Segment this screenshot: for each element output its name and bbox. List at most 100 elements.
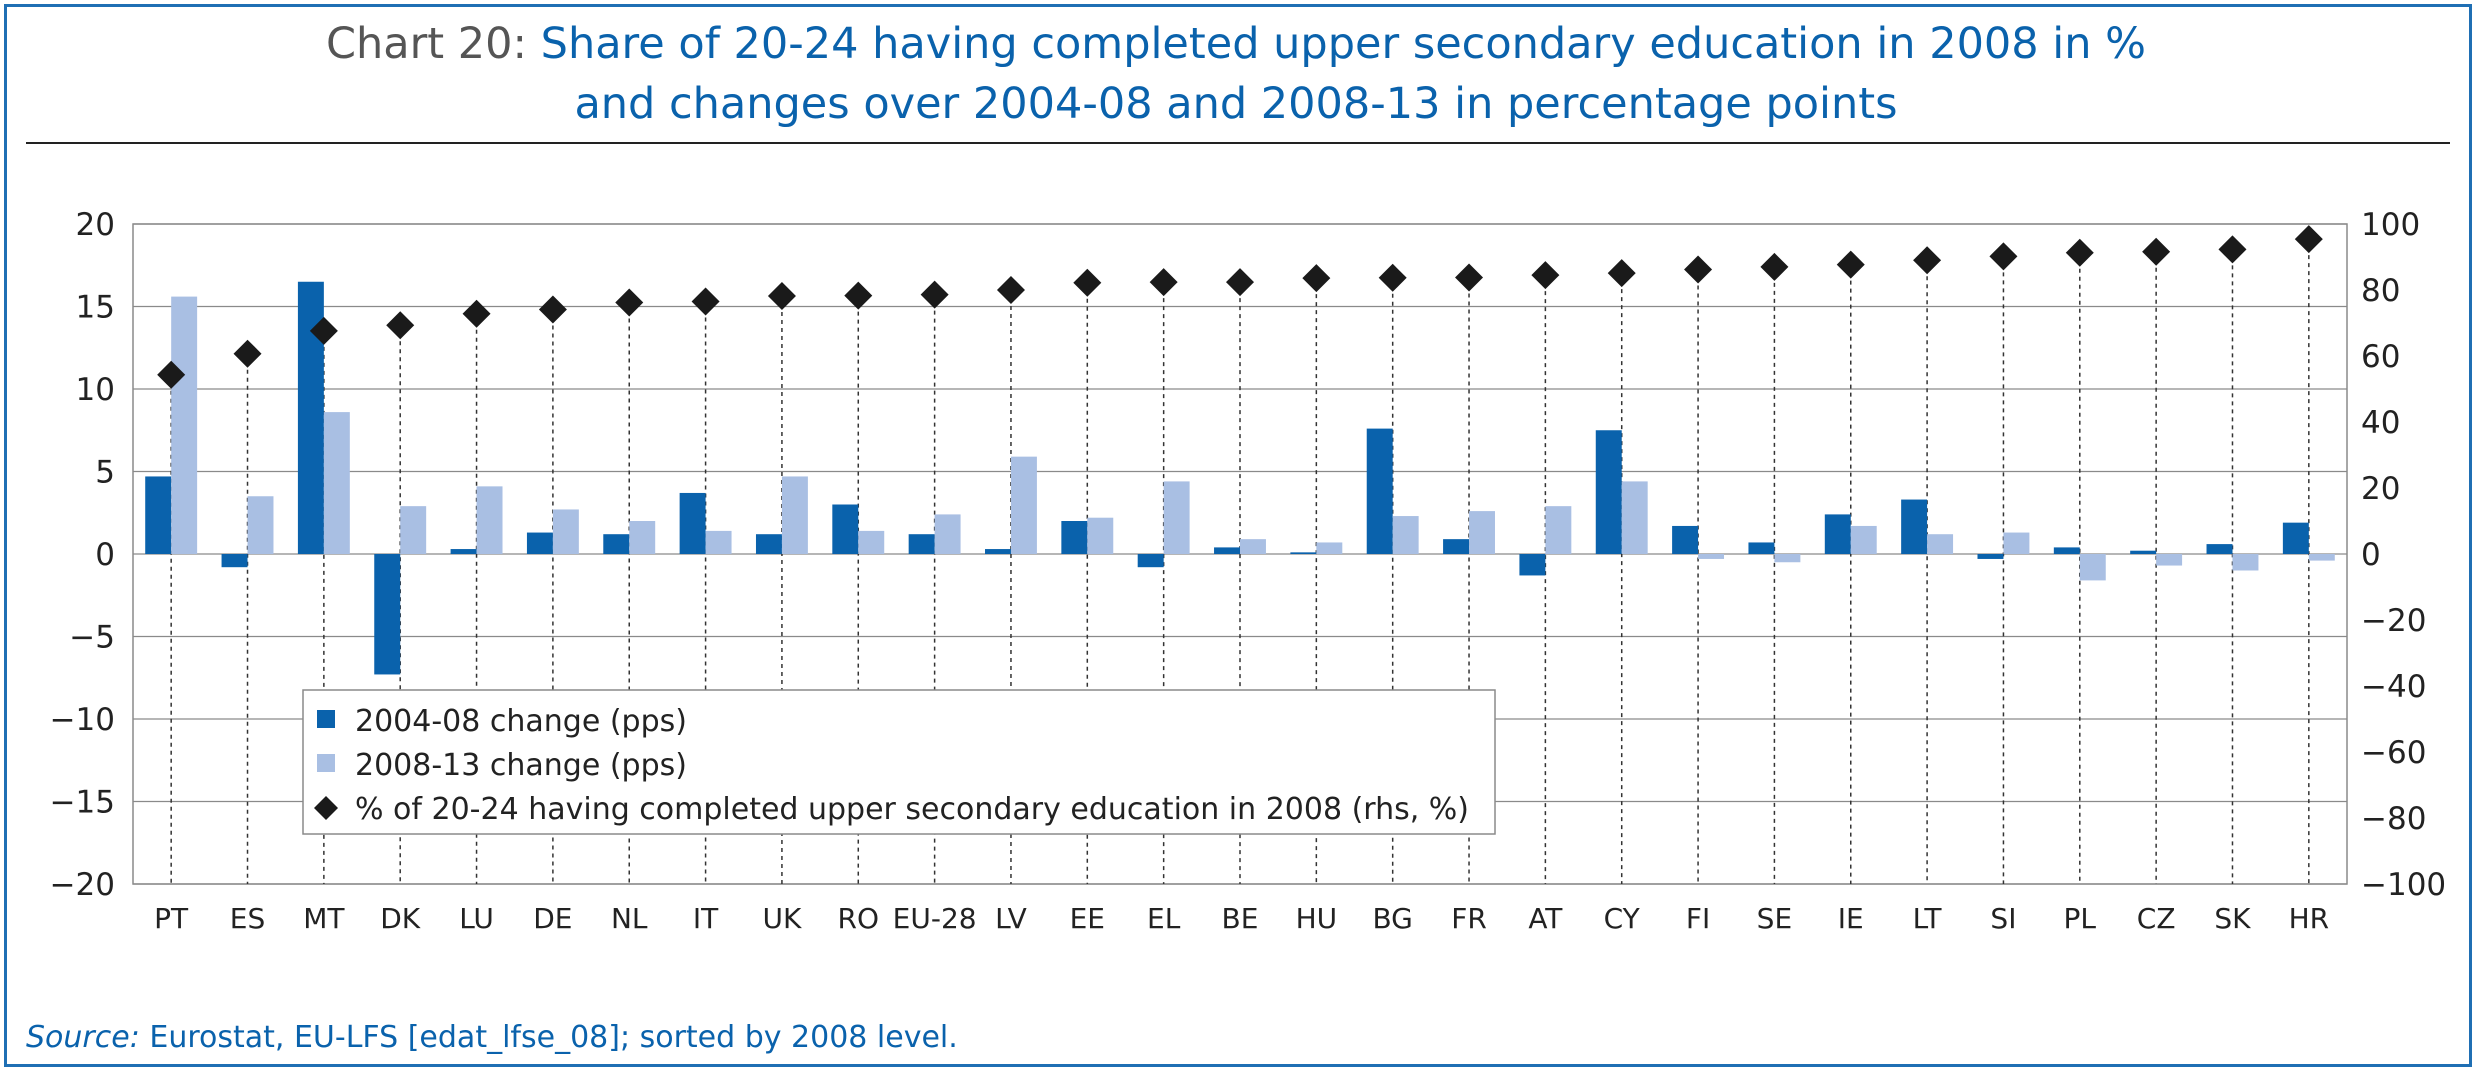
x-tick-label: SK bbox=[2214, 902, 2251, 935]
marker-2008-level bbox=[844, 281, 873, 310]
source-label: Source: bbox=[26, 1020, 140, 1055]
y-left-tick-label: 10 bbox=[76, 372, 115, 408]
marker-2008-level bbox=[1073, 268, 1102, 297]
y-right-tick-label: −20 bbox=[2361, 603, 2426, 639]
marker-2008-level bbox=[157, 360, 186, 389]
x-tick-label: RO bbox=[838, 902, 880, 935]
marker-2008-level bbox=[233, 339, 262, 368]
x-tick-label: HU bbox=[1296, 902, 1338, 935]
bar-2004-08 bbox=[1672, 525, 1699, 554]
bar-2004-08 bbox=[1137, 554, 1164, 568]
marker-2008-level bbox=[309, 316, 338, 345]
y-left-tick-label: −20 bbox=[50, 867, 115, 903]
x-tick-label: SE bbox=[1757, 902, 1792, 935]
chart-number: Chart 20: bbox=[325, 19, 527, 69]
marker-2008-level bbox=[1455, 263, 1484, 292]
legend-label: 2004-08 change (pps) bbox=[355, 704, 687, 739]
bar-2004-08 bbox=[985, 549, 1011, 554]
marker-2008-level bbox=[386, 311, 415, 340]
marker-2008-level bbox=[1531, 261, 1560, 290]
x-tick-label: EU-28 bbox=[893, 902, 977, 935]
legend-box bbox=[302, 689, 1496, 835]
bar-2008-13 bbox=[1774, 554, 1801, 563]
bar-2004-08 bbox=[1519, 554, 1546, 576]
bar-2004-08 bbox=[145, 476, 172, 554]
bar-2008-13 bbox=[1545, 506, 1572, 554]
y-left-tick-label: −10 bbox=[50, 702, 115, 738]
y-left-tick-label: −15 bbox=[50, 785, 115, 821]
x-tick-label: AT bbox=[1528, 902, 1563, 935]
x-tick-label: LV bbox=[995, 902, 1027, 935]
bar-2008-13 bbox=[705, 530, 732, 554]
bar-2004-08 bbox=[679, 492, 706, 554]
marker-2008-level bbox=[996, 276, 1025, 304]
bar-2008-13 bbox=[1621, 481, 1648, 554]
y-left-tick-label: 5 bbox=[95, 455, 115, 491]
marker-2008-level bbox=[1149, 268, 1178, 297]
bar-2008-13 bbox=[2156, 554, 2183, 566]
marker-2008-level bbox=[1760, 252, 1789, 281]
bar-2004-08 bbox=[603, 534, 630, 554]
x-tick-label: BG bbox=[1372, 902, 1412, 935]
x-tick-label: CY bbox=[1604, 902, 1641, 935]
marker-2008-level bbox=[1684, 255, 1713, 284]
x-tick-label: HR bbox=[2289, 902, 2330, 935]
marker-2008-level bbox=[691, 287, 720, 316]
x-tick-label: FI bbox=[1686, 902, 1710, 935]
y-right-tick-label: −60 bbox=[2361, 735, 2426, 771]
x-tick-label: UK bbox=[763, 902, 802, 935]
marker-2008-level bbox=[2142, 237, 2171, 266]
bar-2008-13 bbox=[1850, 525, 1877, 554]
legend: 2004-08 change (pps) 2008-13 change (pps)… bbox=[302, 689, 1496, 835]
y-right-tick-label: 60 bbox=[2361, 339, 2400, 375]
y-right-tick-label: 80 bbox=[2361, 273, 2400, 309]
bar-2004-08 bbox=[2130, 550, 2157, 554]
legend-label: % of 20-24 having completed upper second… bbox=[355, 792, 1469, 827]
x-tick-label: IT bbox=[693, 902, 719, 935]
marker-2008-level bbox=[1378, 263, 1407, 292]
marker-2008-level bbox=[920, 280, 949, 309]
y-left-tick-label: 0 bbox=[95, 537, 115, 573]
bar-2008-13 bbox=[934, 514, 961, 554]
title-line-2: and changes over 2004-08 and 2008-13 in … bbox=[574, 79, 1898, 129]
bar-2008-13 bbox=[1240, 539, 1266, 554]
marker-2008-level bbox=[2065, 238, 2094, 267]
x-tick-label: PT bbox=[154, 902, 189, 935]
bar-2004-08 bbox=[1824, 514, 1851, 554]
x-tick-label: FR bbox=[1451, 902, 1487, 935]
x-tick-label: LT bbox=[1913, 902, 1943, 935]
bar-2008-13 bbox=[1010, 456, 1037, 554]
x-tick-label: BE bbox=[1222, 902, 1259, 935]
x-tick-label: DK bbox=[380, 902, 421, 935]
bar-2008-13 bbox=[2308, 554, 2335, 561]
bar-2004-08 bbox=[1595, 430, 1622, 554]
bar-2004-08 bbox=[1443, 539, 1470, 554]
x-tick-label: MT bbox=[303, 902, 345, 935]
x-tick-label: DE bbox=[533, 902, 572, 935]
bar-2008-13 bbox=[2003, 532, 2030, 554]
source-text: Eurostat, EU-LFS [edat_lfse_08]; sorted … bbox=[149, 1020, 958, 1055]
bar-2004-08 bbox=[221, 554, 248, 568]
bar-2004-08 bbox=[1061, 521, 1088, 554]
bar-2008-13 bbox=[400, 506, 427, 554]
marker-2008-level bbox=[1836, 250, 1865, 279]
bar-2004-08 bbox=[1901, 499, 1928, 554]
bar-2008-13 bbox=[2232, 554, 2259, 571]
bar-2004-08 bbox=[526, 532, 553, 554]
bar-2004-08 bbox=[1290, 552, 1317, 554]
legend-swatch bbox=[317, 754, 335, 772]
marker-2008-level bbox=[1607, 259, 1636, 288]
x-tick-label: ES bbox=[230, 902, 265, 935]
y-right-tick-label: 100 bbox=[2361, 207, 2420, 243]
bar-2008-13 bbox=[476, 486, 503, 554]
chart-title: Chart 20: Share of 20-24 having complete… bbox=[0, 14, 2472, 134]
x-tick-label: SI bbox=[1990, 902, 2016, 935]
legend-swatch bbox=[317, 710, 335, 728]
bar-2004-08 bbox=[2053, 547, 2080, 554]
marker-2008-level bbox=[1226, 268, 1254, 297]
bar-2008-13 bbox=[2079, 554, 2106, 581]
bar-2008-13 bbox=[1927, 534, 1954, 554]
x-tick-label: IE bbox=[1838, 902, 1864, 935]
marker-2008-level bbox=[1302, 264, 1331, 293]
y-left-tick-label: −5 bbox=[69, 620, 115, 656]
